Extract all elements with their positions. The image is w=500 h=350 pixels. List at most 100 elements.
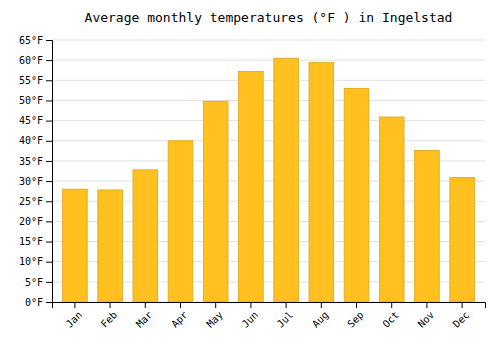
y-tick: 5°F (25, 277, 52, 288)
x-tick: May (204, 302, 225, 330)
x-tick-mark (74, 302, 75, 308)
y-tick: 65°F (19, 35, 52, 46)
x-tick-mark (321, 302, 322, 308)
y-tick-label: 55°F (19, 75, 43, 86)
x-tick-mark (215, 302, 216, 308)
y-tick: 50°F (19, 95, 52, 106)
y-tick: 55°F (19, 75, 52, 86)
grid-line (52, 80, 485, 81)
y-tick-label: 60°F (19, 55, 43, 66)
y-tick-mark (46, 60, 52, 61)
x-axis-line (53, 303, 486, 309)
x-tick-mark (391, 302, 392, 308)
y-tick-mark (46, 100, 52, 101)
x-tick-label: Oct (380, 309, 401, 330)
x-axis: Jan Feb Mar Apr May Jun Jul Aug Sep Oct Nov Dec (53, 302, 486, 330)
bar (133, 170, 158, 302)
x-tick-mark (286, 302, 287, 308)
x-tick-label: May (204, 309, 225, 330)
y-tick: 25°F (19, 196, 52, 207)
y-tick-label: 5°F (25, 277, 43, 288)
x-tick: Nov (416, 302, 437, 330)
y-tick-mark (46, 201, 52, 202)
x-tick: Apr (169, 302, 190, 330)
x-tick-label: Apr (169, 309, 190, 330)
y-tick-mark (46, 242, 52, 243)
y-tick: 40°F (19, 135, 52, 146)
x-tick-label: Feb (99, 309, 120, 330)
y-tick: 15°F (19, 236, 52, 247)
y-tick-mark (46, 80, 52, 81)
bar (450, 177, 475, 302)
y-tick-mark (46, 40, 52, 41)
bar (309, 63, 334, 302)
y-tick-mark (46, 221, 52, 222)
y-axis: 0°F 5°F 10°F 15°F 20°F 25°F 30°F 35°F 40°F 45°F 50… (19, 35, 53, 308)
x-tick: Jul (275, 302, 296, 330)
x-tick-mark (356, 302, 357, 308)
y-tick-label: 15°F (19, 236, 43, 247)
grid (52, 40, 485, 302)
y-tick-label: 50°F (19, 95, 43, 106)
x-tick-label: Jun (240, 309, 261, 330)
y-tick: 0°F (25, 297, 52, 308)
grid-line (52, 100, 485, 101)
x-tick: Oct (380, 302, 401, 330)
bar (379, 117, 404, 302)
x-tick-label: Dec (451, 309, 472, 330)
y-tick-mark (46, 141, 52, 142)
y-tick: 20°F (19, 216, 52, 227)
y-tick-label: 40°F (19, 135, 43, 146)
bar (415, 150, 440, 302)
x-tick: Aug (310, 302, 331, 330)
grid-line (52, 60, 485, 61)
y-tick-label: 65°F (19, 35, 43, 46)
y-tick-label: 35°F (19, 156, 43, 167)
x-tick: Sep (345, 302, 366, 330)
bar (344, 88, 369, 302)
bar (168, 141, 193, 302)
grid-line (52, 140, 485, 141)
x-tick: Jan (64, 302, 85, 330)
x-tick-mark (145, 302, 146, 308)
bar (274, 58, 299, 302)
x-tick-mark (180, 302, 181, 308)
grid-line (52, 40, 485, 41)
x-tick-label: Sep (345, 309, 366, 330)
y-tick-mark (46, 302, 52, 303)
y-tick-label: 30°F (19, 176, 43, 187)
bar (239, 71, 264, 302)
y-tick-mark (46, 121, 52, 122)
bar (63, 189, 88, 302)
x-tick-label: Nov (416, 309, 437, 330)
y-tick-mark (46, 161, 52, 162)
x-tick-label: Mar (134, 309, 155, 330)
chart: 0°F 5°F 10°F 15°F 20°F 25°F 30°F 35°F 40°F 45°F 50… (0, 0, 500, 350)
x-tick-mark (426, 302, 427, 308)
y-tick-label: 45°F (19, 115, 43, 126)
y-tick-label: 20°F (19, 216, 43, 227)
y-tick: 60°F (19, 55, 52, 66)
title: Average monthly temperatures (°F ) in In… (85, 10, 453, 25)
x-tick-label: Aug (310, 309, 331, 330)
grid-line (52, 120, 485, 121)
y-tick-label: 10°F (19, 256, 43, 267)
x-tick-mark (462, 302, 463, 308)
y-tick: 10°F (19, 256, 52, 267)
x-tick-mark (250, 302, 251, 308)
x-tick-label: Jul (275, 309, 296, 330)
y-tick: 35°F (19, 156, 52, 167)
y-tick: 30°F (19, 176, 52, 187)
y-tick-mark (46, 181, 52, 182)
x-tick: Dec (451, 302, 472, 330)
y-tick: 45°F (19, 115, 52, 126)
y-tick-label: 25°F (19, 196, 43, 207)
bars (63, 58, 475, 302)
y-tick-mark (46, 262, 52, 263)
y-axis-line (46, 41, 53, 303)
y-tick-label: 0°F (25, 297, 43, 308)
bar (203, 101, 228, 302)
x-tick: Feb (99, 302, 120, 330)
bar (98, 190, 123, 302)
x-tick-label: Jan (64, 309, 85, 330)
